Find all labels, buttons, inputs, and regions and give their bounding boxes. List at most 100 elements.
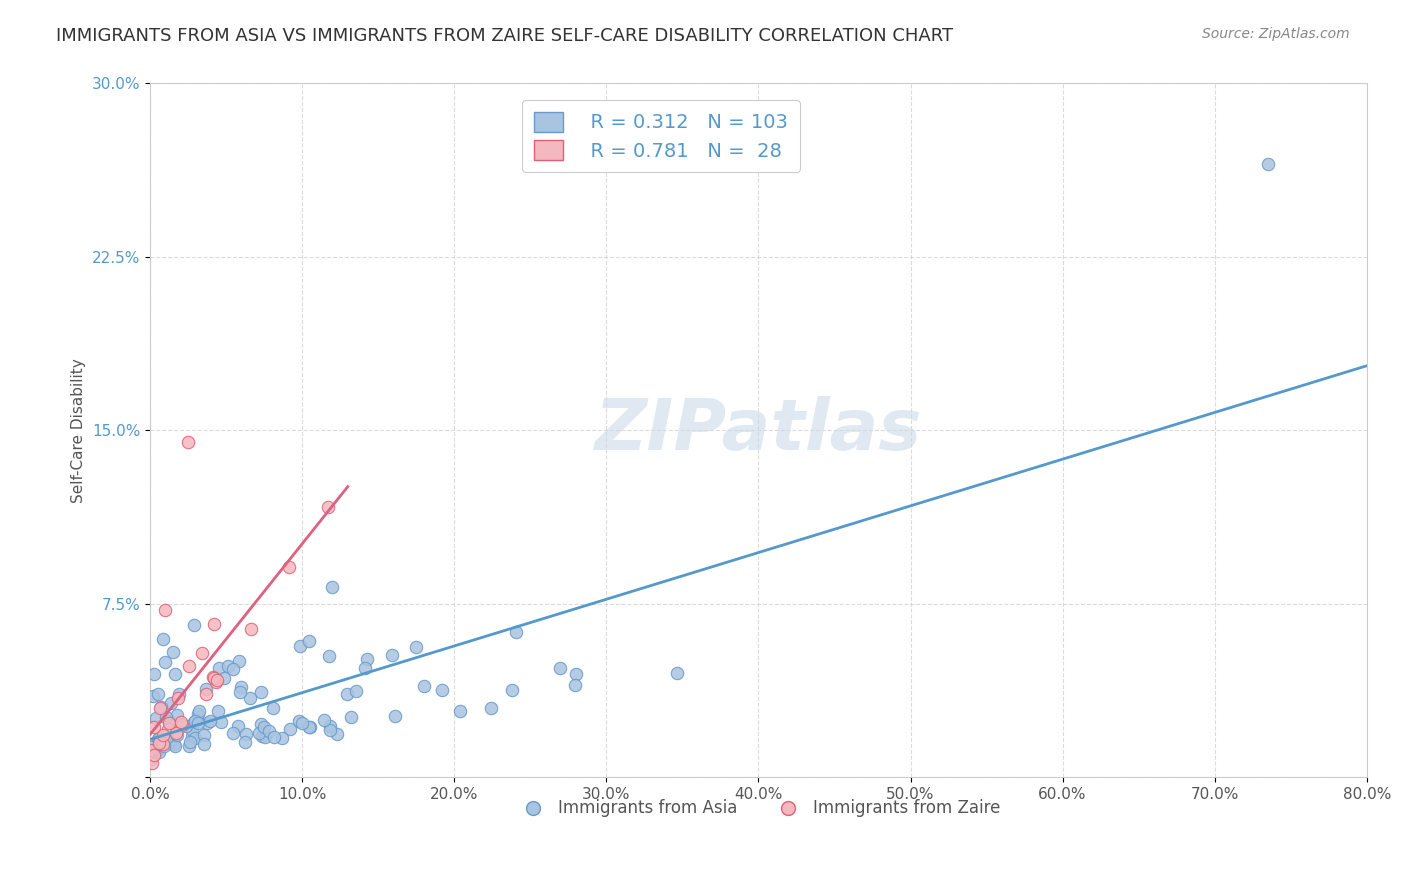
Point (505, 625, 527, 640)
Point (148, 701, 170, 715)
Point (187, 704, 209, 718)
Point (148, 732, 170, 747)
Point (181, 723, 204, 737)
Point (205, 673, 228, 687)
Point (179, 658, 201, 673)
Legend: Immigrants from Asia, Immigrants from Zaire: Immigrants from Asia, Immigrants from Za… (510, 793, 1007, 824)
Point (141, 690, 163, 704)
Point (176, 719, 198, 733)
Point (288, 639, 311, 653)
Point (153, 739, 176, 754)
Point (228, 655, 250, 669)
Point (194, 687, 217, 701)
Point (405, 640, 427, 654)
Point (157, 714, 180, 728)
Point (226, 719, 249, 733)
Point (184, 731, 207, 745)
Point (250, 685, 273, 699)
Point (449, 704, 471, 718)
Point (288, 714, 311, 728)
Point (271, 731, 294, 745)
Point (666, 665, 689, 680)
Point (318, 648, 340, 663)
Point (205, 674, 228, 689)
Text: ZIPatlas: ZIPatlas (595, 396, 922, 465)
Point (257, 723, 280, 738)
Point (222, 662, 245, 676)
Point (166, 728, 188, 742)
Point (479, 701, 502, 715)
Point (150, 700, 173, 714)
Point (250, 729, 273, 743)
Point (239, 691, 262, 706)
Point (208, 661, 231, 675)
Point (319, 719, 342, 733)
Point (222, 726, 245, 740)
Point (262, 701, 284, 715)
Point (146, 743, 169, 757)
Point (253, 720, 276, 734)
Point (1257, 157, 1279, 171)
Point (564, 678, 586, 692)
Point (247, 726, 270, 740)
Point (142, 743, 165, 757)
Point (336, 687, 359, 701)
Point (146, 687, 169, 701)
Point (193, 737, 215, 751)
Point (143, 745, 166, 759)
Text: IMMIGRANTS FROM ASIA VS IMMIGRANTS FROM ZAIRE SELF-CARE DISABILITY CORRELATION C: IMMIGRANTS FROM ASIA VS IMMIGRANTS FROM … (56, 27, 953, 45)
Point (326, 726, 349, 740)
Point (193, 728, 215, 742)
Point (239, 622, 262, 636)
Point (548, 661, 571, 675)
Point (501, 682, 523, 697)
Point (163, 737, 186, 751)
Point (201, 670, 224, 684)
Point (141, 752, 163, 766)
Point (217, 658, 239, 673)
Point (233, 735, 256, 749)
Point (167, 690, 190, 705)
Point (142, 748, 165, 763)
Point (298, 634, 321, 648)
Point (177, 739, 200, 754)
Point (183, 715, 205, 730)
Point (229, 684, 252, 698)
Point (321, 580, 343, 594)
Point (187, 706, 209, 721)
Point (152, 728, 174, 742)
Point (148, 731, 170, 746)
Point (139, 739, 162, 754)
Point (254, 731, 277, 745)
Point (207, 704, 229, 718)
Point (148, 736, 170, 750)
Point (177, 434, 200, 449)
Point (229, 680, 252, 694)
Point (318, 723, 340, 737)
Point (157, 736, 180, 750)
Point (413, 679, 436, 693)
Point (340, 709, 363, 723)
Point (277, 559, 299, 574)
Point (166, 708, 188, 723)
Point (183, 618, 205, 632)
Point (155, 710, 177, 724)
Point (159, 735, 181, 749)
Point (316, 500, 339, 514)
Point (250, 716, 273, 731)
Point (430, 683, 453, 698)
Point (291, 716, 314, 731)
Point (142, 720, 165, 734)
Point (165, 726, 187, 740)
Point (167, 687, 190, 701)
Point (170, 715, 193, 730)
Point (195, 716, 218, 731)
Point (187, 715, 209, 730)
Point (159, 696, 181, 710)
Y-axis label: Self-Care Disability: Self-Care Disability (72, 358, 86, 502)
Point (384, 709, 406, 723)
Point (170, 718, 193, 732)
Point (155, 603, 177, 617)
Point (278, 722, 301, 736)
Point (344, 684, 367, 698)
